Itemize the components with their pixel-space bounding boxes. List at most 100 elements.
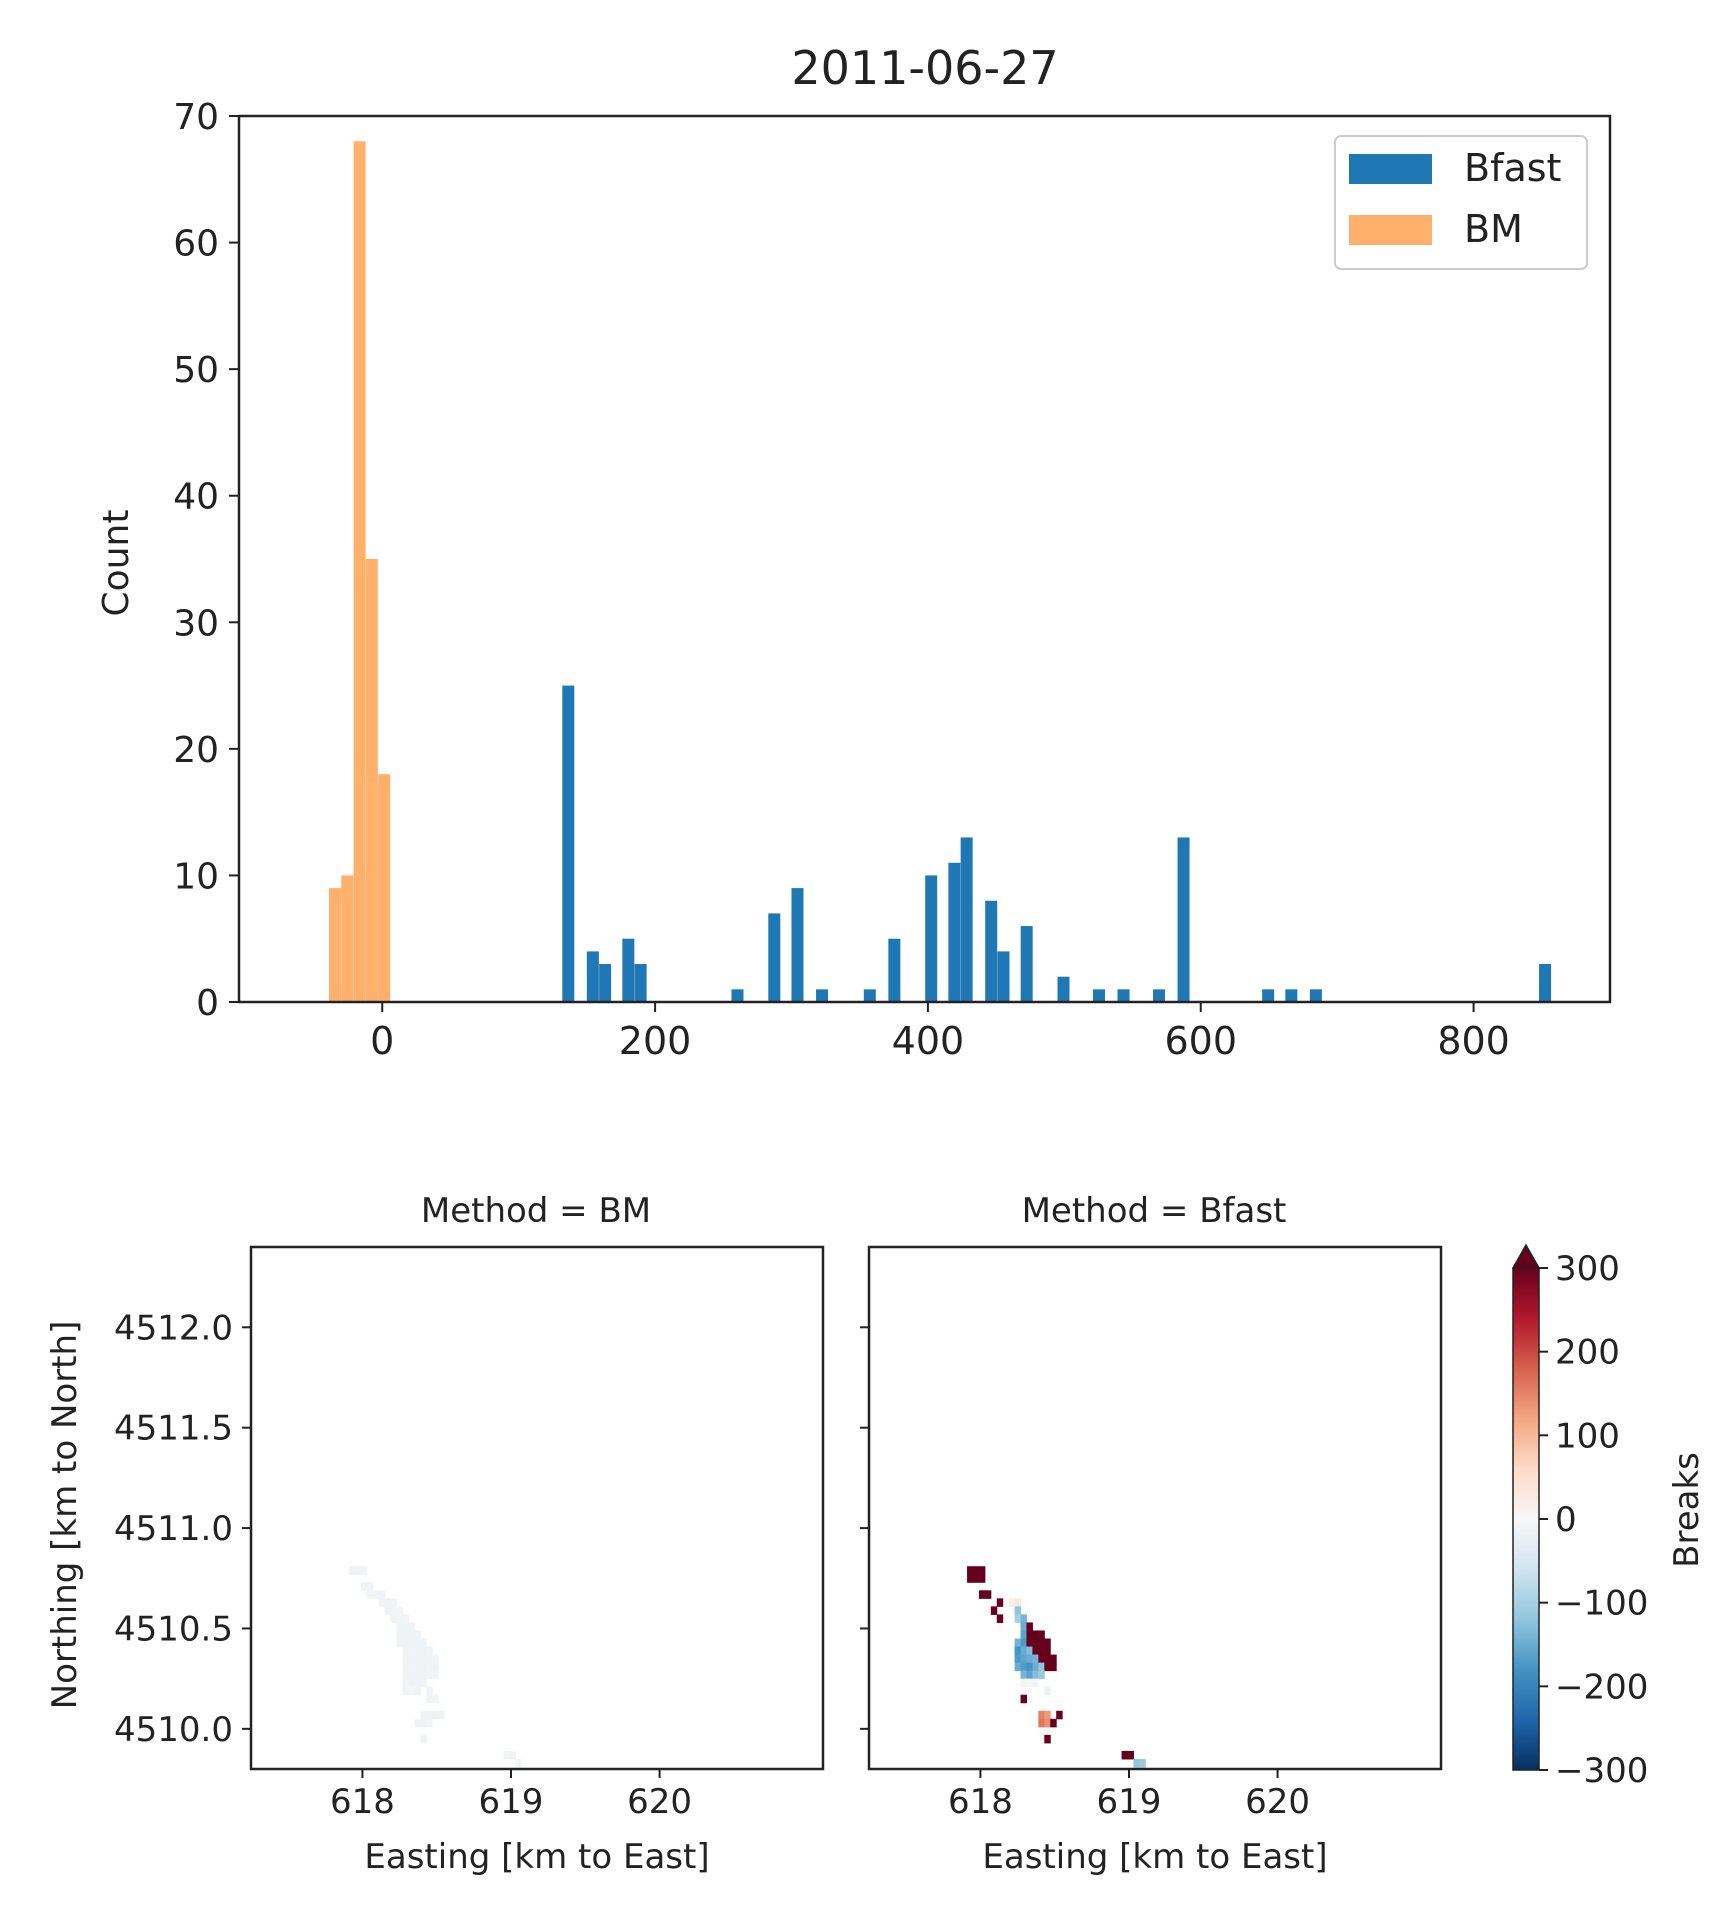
map-cell [408, 1630, 415, 1639]
colorbar-tick-label: −100 [1555, 1584, 1648, 1624]
map-cell [426, 1670, 433, 1680]
map-cell [396, 1622, 404, 1631]
map-frame-bfast [867, 1245, 1443, 1771]
bfast-bar [1539, 964, 1552, 1002]
map-cell [408, 1622, 415, 1631]
map-cell [378, 1598, 386, 1607]
y-tick-label: 60 [173, 224, 219, 265]
map-cell [402, 1662, 409, 1672]
map-cell [1032, 1630, 1039, 1639]
map-cell [432, 1694, 439, 1704]
bfast-bar [1153, 989, 1166, 1002]
histogram-frame [237, 114, 1612, 1004]
map-cell [402, 1678, 409, 1688]
map-cells-bm [349, 1566, 522, 1768]
map-cell [408, 1678, 415, 1688]
map-cell [420, 1654, 427, 1664]
y-axis-label: Count [96, 510, 137, 617]
map-cell [402, 1646, 409, 1656]
map-x-tick-label: 619 [1097, 1782, 1162, 1822]
map-cell [1044, 1646, 1051, 1656]
legend-label-bm: BM [1464, 207, 1523, 251]
bfast-bar [1092, 989, 1105, 1002]
map-cell [432, 1654, 439, 1664]
map-cell [426, 1710, 433, 1720]
x-axis-label-bfast: Easting [km to East] [982, 1837, 1327, 1877]
x-axis-label-bm: Easting [km to East] [364, 1837, 709, 1877]
colorbar-gradient [1512, 1267, 1540, 1771]
map-cell [414, 1670, 421, 1680]
map-cell [1020, 1654, 1027, 1664]
map-cell [414, 1662, 421, 1672]
map-cell [1038, 1710, 1045, 1720]
colorbar: 300 200 100 0 −100 −200 −300 Breaks [1511, 1243, 1707, 1791]
map-cell [1026, 1630, 1033, 1639]
map-cell [1014, 1614, 1022, 1623]
map-cell [408, 1670, 415, 1680]
map-cell [426, 1686, 433, 1696]
map-cell [396, 1614, 404, 1623]
colorbar-extend-arrow [1511, 1243, 1541, 1269]
map-cell [402, 1622, 409, 1631]
map-cell [1050, 1662, 1057, 1672]
bfast-bar [768, 913, 781, 1002]
map-y-tick-label: 4510.5 [114, 1609, 233, 1649]
map-cell [355, 1566, 362, 1575]
chart-title: 2011-06-27 [791, 41, 1058, 95]
map-cell [426, 1694, 433, 1704]
map-cell [1121, 1750, 1129, 1760]
legend-swatch-bfast [1349, 154, 1432, 184]
map-x-tick-label: 618 [948, 1782, 1013, 1822]
map-cell [1044, 1686, 1051, 1696]
y-tick-label: 10 [173, 856, 219, 897]
bfast-bar [599, 964, 612, 1002]
map-cell [420, 1734, 427, 1744]
map-cell [1038, 1718, 1045, 1728]
map-cell [378, 1590, 386, 1599]
bfast-bars [562, 685, 1552, 1002]
map-cell [967, 1574, 974, 1583]
map-cell [402, 1654, 409, 1664]
map-y-tick-label: 4510.0 [114, 1710, 233, 1750]
colorbar-tick-label: −300 [1555, 1751, 1648, 1791]
map-cell [996, 1598, 1004, 1607]
map-cell [1020, 1630, 1027, 1639]
bm-bar [341, 875, 354, 1002]
map-cell [402, 1638, 409, 1648]
map-cell [1014, 1606, 1022, 1615]
map-cell [1032, 1654, 1039, 1664]
map-cell [1020, 1622, 1027, 1631]
map-cell [1038, 1662, 1045, 1672]
map-cell [360, 1582, 368, 1591]
map-y-tick-label: 4512.0 [114, 1308, 233, 1348]
map-cell [420, 1718, 427, 1728]
map-cell [503, 1750, 511, 1760]
map-cell [1032, 1638, 1039, 1648]
bfast-bar [816, 989, 829, 1002]
map-cell [978, 1574, 986, 1583]
bfast-bar [1309, 989, 1322, 1002]
bfast-bar [586, 951, 599, 1002]
colorbar-tick-label: 100 [1555, 1416, 1620, 1456]
map-cell [426, 1662, 433, 1672]
map-cell [1026, 1638, 1033, 1648]
map-cell [1014, 1638, 1022, 1648]
bfast-bar [622, 938, 635, 1002]
map-cell [1020, 1670, 1027, 1680]
map-cell [426, 1654, 433, 1664]
map-cell [973, 1574, 980, 1583]
map-cell [1044, 1710, 1051, 1720]
colorbar-ticks: 300 200 100 0 −100 −200 −300 [1539, 1249, 1648, 1791]
bfast-bar [1177, 837, 1190, 1002]
map-cell [1020, 1662, 1027, 1672]
map-cell [414, 1718, 421, 1728]
map-cell [349, 1566, 356, 1575]
map-cell [1026, 1670, 1033, 1680]
bfast-bar [948, 862, 961, 1002]
bfast-bar [888, 938, 901, 1002]
map-cell [420, 1710, 427, 1720]
map-cell [509, 1750, 516, 1760]
map-cell [973, 1566, 980, 1575]
map-cell [978, 1566, 986, 1575]
